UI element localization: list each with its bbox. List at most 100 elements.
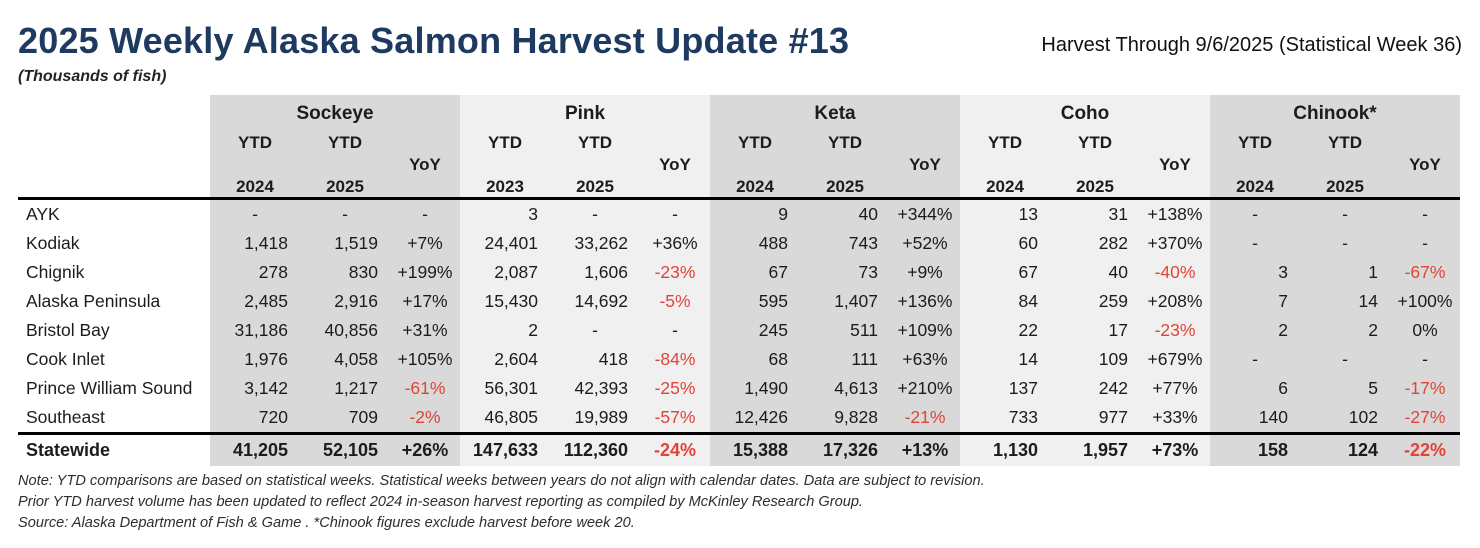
- column-header: YTD 2025: [1300, 133, 1390, 197]
- value-cell: 511: [800, 315, 890, 345]
- yoy-cell: -: [640, 315, 710, 345]
- value-cell: 977: [1050, 402, 1140, 432]
- value-cell: -: [300, 199, 390, 229]
- table-row: Southeast 720 709 -2% 46,805 19,989 -57% 12,426…: [18, 402, 1460, 432]
- yoy-cell: +9%: [890, 257, 960, 287]
- column-header: YTD 2024: [210, 133, 300, 197]
- region-name: Prince William Sound: [18, 373, 210, 403]
- corner-cell: [18, 132, 210, 197]
- yoy-cell: +210%: [890, 373, 960, 403]
- value-cell: 31,186: [210, 315, 300, 345]
- yoy-cell: +77%: [1140, 373, 1210, 403]
- value-cell: 709: [300, 402, 390, 432]
- value-cell: -: [210, 199, 300, 229]
- value-cell: 15,430: [460, 286, 550, 316]
- yoy-cell: -22%: [1390, 434, 1460, 466]
- value-cell: 3,142: [210, 373, 300, 403]
- yoy-cell: -23%: [640, 257, 710, 287]
- value-cell: 743: [800, 228, 890, 258]
- species-header-chinook: Chinook*: [1210, 94, 1460, 133]
- value-cell: -: [1300, 228, 1390, 258]
- yoy-cell: -57%: [640, 402, 710, 432]
- value-cell: 124: [1300, 434, 1390, 466]
- value-cell: 14: [1300, 286, 1390, 316]
- table-row: Cook Inlet 1,976 4,058 +105% 2,604 418 -84% 68 1…: [18, 344, 1460, 374]
- footnote-line: Source: Alaska Department of Fish & Game…: [18, 514, 635, 531]
- value-cell: 1,407: [800, 286, 890, 316]
- value-cell: 147,633: [460, 434, 550, 466]
- yoy-cell: -5%: [640, 286, 710, 316]
- footnote-line: Prior YTD harvest volume has been update…: [18, 493, 863, 510]
- column-header: YoY: [390, 132, 460, 197]
- table-header: Sockeye Pink Keta Coho Chinook* YTD 2024 YTD 202…: [18, 94, 1460, 200]
- column-header: YoY: [1390, 132, 1460, 197]
- yoy-cell: +63%: [890, 344, 960, 374]
- value-cell: 9: [710, 199, 800, 229]
- value-cell: 3: [460, 199, 550, 229]
- value-cell: 17: [1050, 315, 1140, 345]
- value-cell: 488: [710, 228, 800, 258]
- value-cell: 41,205: [210, 434, 300, 466]
- table-row: AYK - - -3- -9 40 +344% 13 31 +138% - - -: [18, 199, 1460, 229]
- table-row: Bristol Bay 31,186 40,856 +31% 2- -245 511 +109…: [18, 315, 1460, 345]
- value-cell: 1,519: [300, 228, 390, 258]
- yoy-cell: -25%: [640, 373, 710, 403]
- region-name: Kodiak: [18, 228, 210, 258]
- value-cell: 46,805: [460, 402, 550, 432]
- value-cell: 33,262: [550, 228, 640, 258]
- value-cell: 42,393: [550, 373, 640, 403]
- value-cell: 4,058: [300, 344, 390, 374]
- yoy-cell: +344%: [890, 199, 960, 229]
- yoy-cell: -: [1390, 199, 1460, 229]
- yoy-cell: +100%: [1390, 286, 1460, 316]
- species-header-pink: Pink: [460, 94, 710, 133]
- yoy-cell: +370%: [1140, 228, 1210, 258]
- species-header-keta: Keta: [710, 94, 960, 133]
- yoy-cell: +679%: [1140, 344, 1210, 374]
- column-header: YTD 2024: [710, 133, 800, 197]
- value-cell: 111: [800, 344, 890, 374]
- value-cell: 1,217: [300, 373, 390, 403]
- yoy-cell: +7%: [390, 228, 460, 258]
- yoy-cell: -24%: [640, 434, 710, 466]
- statewide-row: Statewide 41,205 52,105 +26% 147,633 112,360-…: [18, 431, 1460, 466]
- yoy-cell: +17%: [390, 286, 460, 316]
- species-header-sockeye: Sockeye: [210, 94, 460, 133]
- value-cell: 1,130: [960, 434, 1050, 466]
- column-header: YTD 2024: [1210, 133, 1300, 197]
- yoy-cell: +52%: [890, 228, 960, 258]
- yoy-cell: -: [1390, 344, 1460, 374]
- column-header: YTD 2024: [960, 133, 1050, 197]
- value-cell: 84: [960, 286, 1050, 316]
- value-cell: 6: [1210, 373, 1300, 403]
- yoy-cell: -: [1390, 228, 1460, 258]
- column-header: YoY: [890, 132, 960, 197]
- value-cell: 19,989: [550, 402, 640, 432]
- column-header: YTD 2025: [1050, 133, 1140, 197]
- yoy-cell: -40%: [1140, 257, 1210, 287]
- yoy-cell: -21%: [890, 402, 960, 432]
- value-cell: -: [1210, 228, 1300, 258]
- value-cell: 1: [1300, 257, 1390, 287]
- header: 2025 Weekly Alaska Salmon Harvest Update…: [18, 22, 1466, 60]
- value-cell: 242: [1050, 373, 1140, 403]
- value-cell: 282: [1050, 228, 1140, 258]
- value-cell: 418: [550, 344, 640, 374]
- value-cell: 1,976: [210, 344, 300, 374]
- value-cell: 40,856: [300, 315, 390, 345]
- value-cell: 67: [960, 257, 1050, 287]
- value-cell: 720: [210, 402, 300, 432]
- yoy-cell: +73%: [1140, 434, 1210, 466]
- region-name: AYK: [18, 199, 210, 229]
- yoy-cell: -67%: [1390, 257, 1460, 287]
- value-cell: -: [1210, 199, 1300, 229]
- yoy-cell: +105%: [390, 344, 460, 374]
- harvest-table: Sockeye Pink Keta Coho Chinook* YTD 2024 YTD 202…: [18, 94, 1460, 466]
- species-header-coho: Coho: [960, 94, 1210, 133]
- value-cell: 14,692: [550, 286, 640, 316]
- value-cell: 245: [710, 315, 800, 345]
- harvest-through-label: Harvest Through 9/6/2025 (Statistical We…: [1041, 33, 1462, 56]
- value-cell: 2,485: [210, 286, 300, 316]
- column-header: YoY: [640, 132, 710, 197]
- value-cell: 17,326: [800, 434, 890, 466]
